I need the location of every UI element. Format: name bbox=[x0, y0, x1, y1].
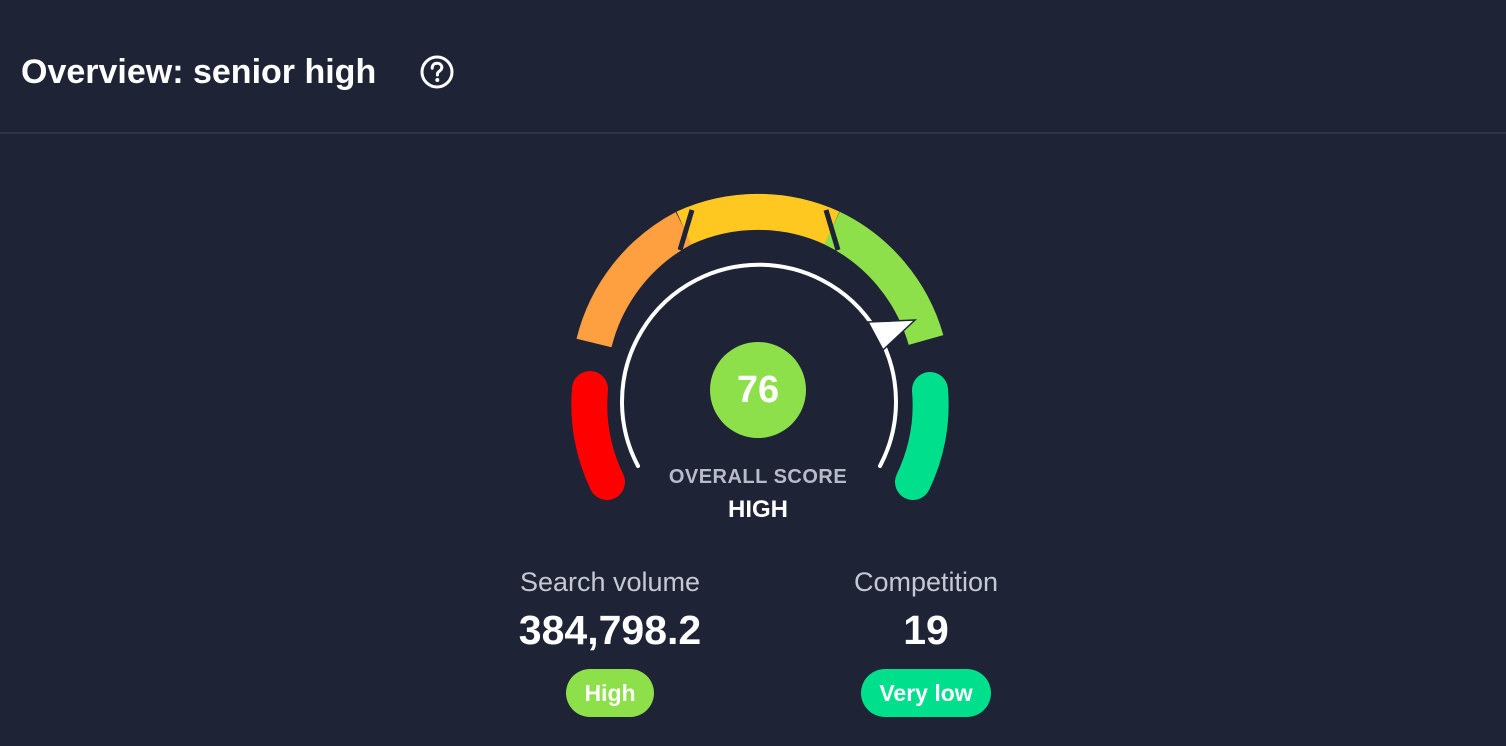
gauge-inner-arc bbox=[620, 262, 898, 468]
score-value: 76 bbox=[736, 368, 780, 411]
score-level: HIGH bbox=[728, 496, 788, 523]
search-volume-badge: High bbox=[566, 669, 654, 717]
competition-metric: Competition 19 Very low bbox=[776, 565, 1076, 717]
competition-badge: Very low bbox=[861, 669, 991, 717]
header: Overview: senior high bbox=[0, 0, 1506, 134]
gauge-segment-1 bbox=[571, 371, 625, 500]
search-volume-metric: Search volume 384,798.2 High bbox=[460, 565, 760, 717]
gauge-segment-5 bbox=[895, 372, 949, 500]
gauge-segment-3 bbox=[676, 193, 840, 245]
page-title: Overview: senior high bbox=[21, 53, 377, 91]
gauge-pointer-icon bbox=[866, 319, 917, 352]
competition-label: Competition bbox=[853, 567, 999, 597]
search-volume-value: 384,798.2 bbox=[518, 607, 702, 653]
score-label: OVERALL SCORE bbox=[668, 466, 848, 488]
search-volume-label: Search volume bbox=[519, 567, 701, 597]
competition-value: 19 bbox=[903, 607, 949, 653]
gauge-divider bbox=[677, 209, 695, 251]
score-gauge bbox=[540, 180, 980, 520]
score-circle: 76 bbox=[710, 342, 806, 438]
gauge-divider bbox=[823, 209, 841, 251]
gauge-segment-2 bbox=[576, 212, 693, 348]
gauge-segment-4 bbox=[823, 211, 944, 346]
help-circle-icon[interactable] bbox=[419, 54, 455, 90]
